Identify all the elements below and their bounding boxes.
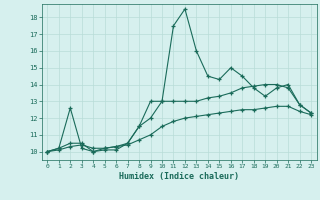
- X-axis label: Humidex (Indice chaleur): Humidex (Indice chaleur): [119, 172, 239, 181]
